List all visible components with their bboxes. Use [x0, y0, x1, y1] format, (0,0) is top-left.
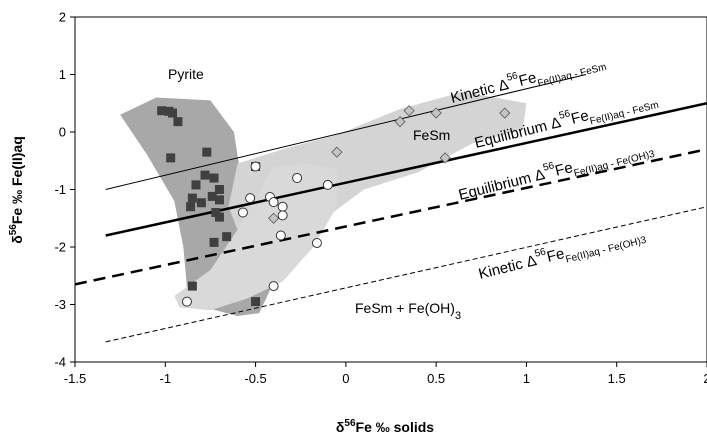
point-pyrite [211, 208, 221, 217]
line-label-kinetic-feoh3-prefix: Kinetic Δ [477, 252, 539, 283]
fractionation-lines [74, 74, 707, 343]
line-equilibrium-56fe-fe-ii-aq-fe-oh-3 [74, 148, 707, 286]
x-tick-label: 1 [523, 371, 530, 386]
point-pyrite [173, 117, 183, 127]
point-fesm [394, 116, 406, 128]
x-tick-label: -1.5 [64, 371, 86, 386]
line-label-equilibrium-feoh3-mid: Fe [553, 159, 574, 180]
y-axis-title-post: Fe ‰ Fe(II)aq [9, 136, 25, 224]
x-tick-label: 0 [342, 371, 349, 386]
x-tick-label: 1.5 [608, 371, 626, 386]
y-axis-title-pre: δ [9, 235, 25, 244]
point-pyrite [191, 180, 201, 190]
line-equilibrium-56fe-fe-ii-aq-fesm [105, 102, 707, 237]
line-label-kinetic-feoh3-mid: Fe [545, 245, 566, 266]
point-fesm-fe-oh-3 [237, 207, 248, 218]
x-tick-label: 2 [703, 371, 707, 386]
point-pyrite [168, 108, 178, 118]
x-axis-title-pre: δ [336, 419, 345, 435]
y-axis-title: δ56Fe ‰ Fe(II)aq [8, 136, 25, 244]
point-pyrite [222, 232, 232, 242]
line-label-equilibrium-feoh3-prefix: Equilibrium Δ [457, 166, 547, 204]
point-fesm-fe-oh-3 [277, 201, 288, 212]
y-tick-label: 2 [59, 10, 66, 25]
point-fesm-fe-oh-3 [277, 210, 288, 221]
point-fesm-fe-oh-3 [245, 193, 256, 204]
x-axis-title-sup: 56 [344, 418, 356, 429]
point-pyrite [166, 153, 176, 163]
y-tick-label: -4 [54, 355, 66, 370]
point-pyrite [207, 191, 217, 201]
point-fesm [268, 212, 280, 224]
point-fesm [430, 107, 442, 119]
point-pyrite [214, 195, 224, 205]
y-tick-label: -3 [54, 297, 66, 312]
line-label-kinetic-fesm-mid: Fe [517, 69, 538, 90]
point-fesm [499, 107, 511, 119]
y-axis-title-sup: 56 [8, 224, 19, 236]
point-fesm [331, 146, 343, 158]
region-fesm-fe-oh-3 [174, 163, 337, 311]
point-fesm-fe-oh-3 [311, 237, 322, 248]
x-tick-label: -1 [160, 371, 172, 386]
line-kinetic-56fe-fe-ii-aq-fesm [105, 74, 587, 190]
line-label-kinetic-fesm-sub: Fe(II)aq - FeSm [537, 62, 608, 90]
line-label-kinetic-feoh3: Kinetic Δ56FeFe(II)aq - Fe(OH)3 [476, 222, 648, 287]
x-tick-label: -0.5 [244, 371, 266, 386]
point-pyrite [187, 193, 197, 203]
point-pyrite [251, 297, 261, 307]
axes: -4 -3 -2 -1 0 1 2 -1.5 -1 -0.5 0 0.5 1 1.5 2 [54, 10, 707, 386]
point-fesm-fe-oh-3 [250, 161, 261, 172]
point-pyrite [157, 106, 167, 116]
point-pyrite [196, 198, 206, 208]
x-axis-title-post: Fe ‰ solids [356, 419, 435, 435]
line-label-equilibrium-fesm-mid: Fe [569, 107, 590, 128]
region-label-pyrite: Pyrite [168, 66, 204, 82]
x-axis-title: δ56Fe ‰ solids [336, 418, 434, 435]
line-label-kinetic-feoh3-sub: Fe(II)aq - Fe(OH)3 [565, 235, 648, 266]
point-pyrite [209, 237, 219, 247]
point-pyrite [209, 173, 219, 183]
y-tick-label: -2 [54, 240, 66, 255]
line-label-equilibrium-fesm-sup: 56 [558, 108, 572, 121]
line-label-kinetic-fesm: Kinetic Δ56FeFe(II)aq - FeSm [448, 49, 608, 111]
point-fesm [403, 105, 415, 117]
y-tick-label: 0 [59, 125, 66, 140]
line-label-kinetic-fesm-sup: 56 [506, 70, 520, 83]
point-fesm-fe-oh-3 [292, 173, 303, 183]
point-fesm [439, 152, 451, 164]
point-pyrite [186, 202, 196, 212]
y-tick-label: -1 [54, 182, 66, 197]
point-fesm-fe-oh-3 [181, 296, 192, 307]
point-fesm-fe-oh-3 [275, 230, 286, 241]
line-label-kinetic-feoh3-sup: 56 [534, 246, 548, 259]
x-tick-label: 0.5 [427, 371, 445, 386]
line-label-equilibrium-fesm-sub: Fe(II)aq - FeSm [589, 100, 660, 128]
y-tick-label: 1 [59, 67, 66, 82]
region-label-fesm-feoh3-sub: 3 [455, 310, 461, 322]
line-kinetic-56fe-fe-ii-aq-fe-oh-3 [105, 206, 707, 343]
point-pyrite [214, 212, 224, 222]
point-pyrite [202, 147, 212, 157]
region-label-fesm-feoh3-main: FeSm + Fe(OH) [355, 300, 455, 316]
region-label-fesm: FeSm [413, 127, 450, 143]
point-pyrite [187, 281, 197, 291]
point-pyrite [214, 185, 224, 194]
data-points [157, 105, 511, 307]
point-fesm-fe-oh-3 [322, 179, 333, 190]
shaded-regions [120, 91, 527, 316]
point-fesm-fe-oh-3 [268, 281, 279, 292]
point-pyrite [200, 170, 210, 180]
line-label-equilibrium-feoh3-sup: 56 [542, 160, 556, 173]
region-label-fesm-feoh3: FeSm + Fe(OH)3 [355, 300, 461, 322]
point-fesm-fe-oh-3 [268, 197, 279, 208]
